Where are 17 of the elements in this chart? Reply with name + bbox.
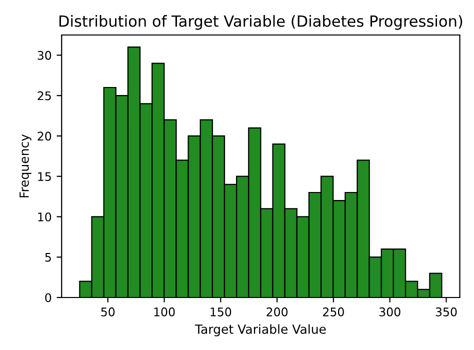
x-tick-label: 100	[154, 307, 175, 316]
chart-title: Distribution of Target Variable (Diabetes Progression)	[59, 15, 462, 30]
y-tick-label: 20	[38, 132, 52, 141]
y-tick-label: 15	[38, 172, 51, 181]
x-tick-label: 200	[266, 307, 288, 316]
y-tick-label: 5	[45, 252, 51, 262]
x-tick-label: 350	[436, 307, 457, 316]
y-tick-label: 25	[38, 91, 51, 100]
y-tick-label: 0	[45, 293, 52, 302]
x-tick-label: 50	[101, 307, 115, 316]
y-axis-title: Frequency	[20, 134, 32, 198]
x-tick-label: 250	[323, 307, 344, 316]
x-tick-label: 300	[379, 307, 400, 316]
y-tick-label: 30	[38, 50, 52, 60]
y-tick-label: 10	[38, 212, 52, 222]
x-axis-title: Target Variable Value	[194, 324, 326, 336]
x-tick-label: 150	[210, 307, 232, 316]
